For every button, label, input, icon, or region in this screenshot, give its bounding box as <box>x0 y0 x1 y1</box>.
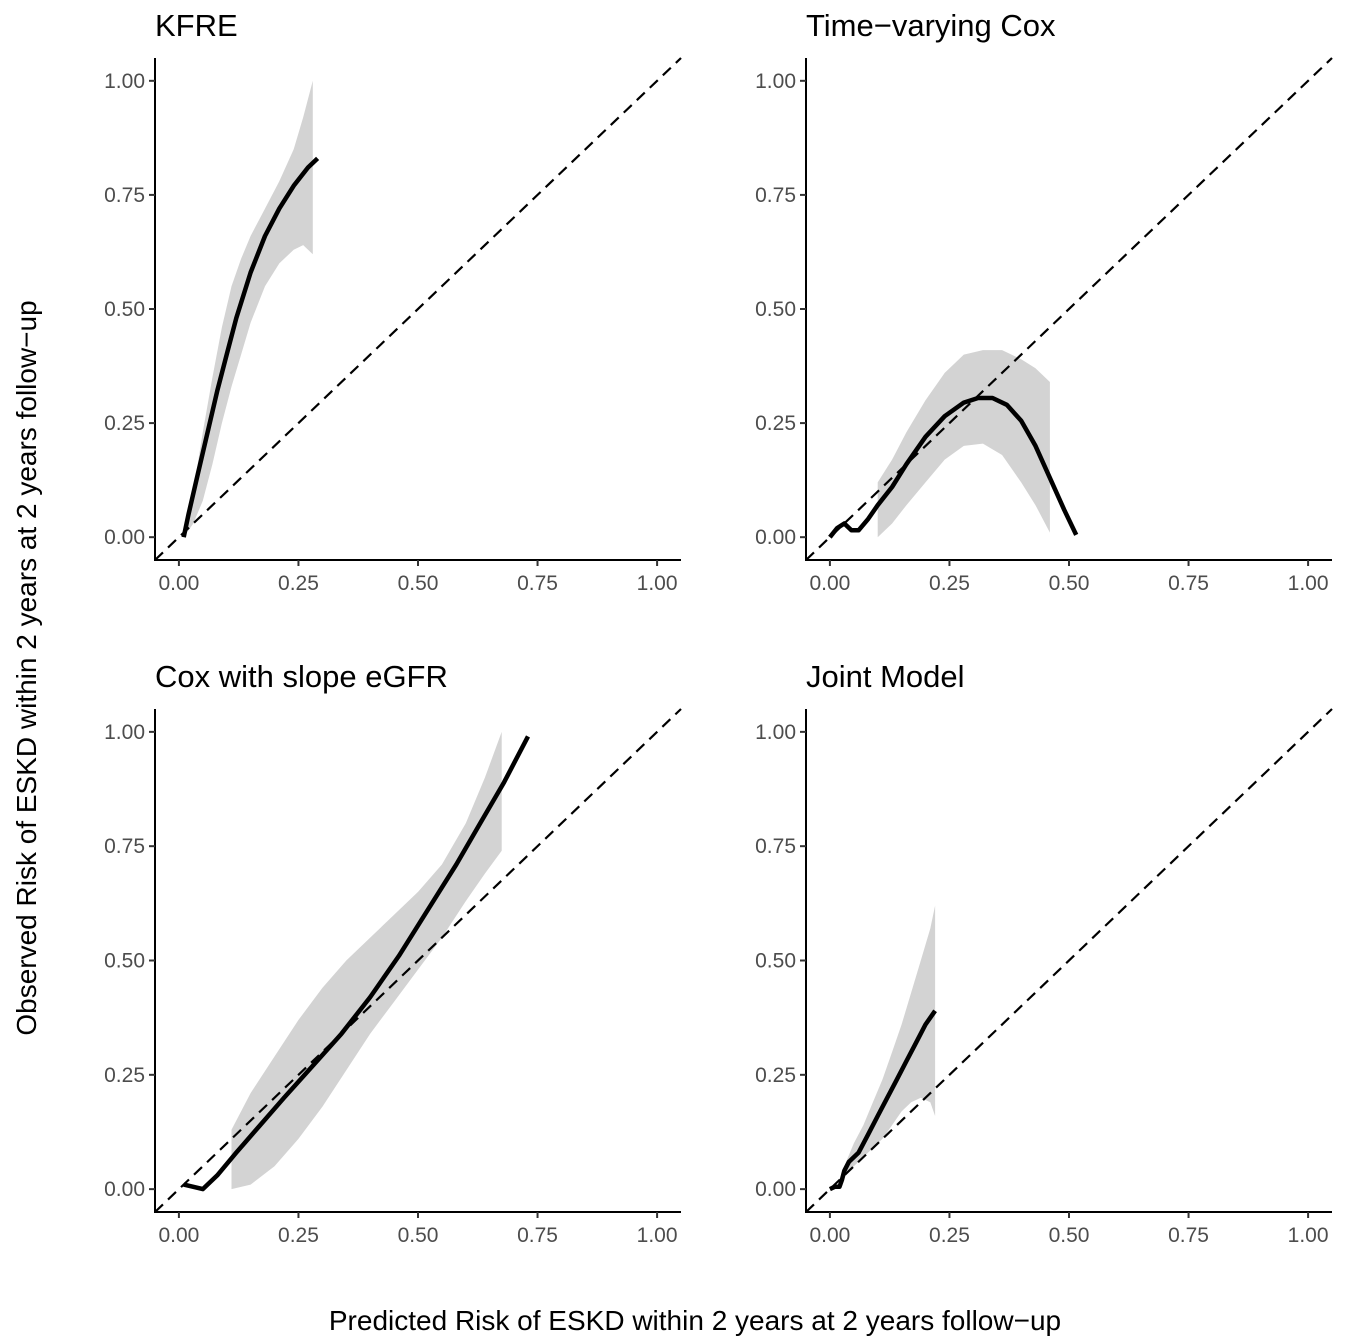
panel-title: Time−varying Cox <box>806 8 1056 43</box>
x-tick-label: 0.75 <box>517 572 558 595</box>
calibration-curve <box>828 395 1079 539</box>
y-tick-label: 0.25 <box>755 412 796 435</box>
x-tick-label: 0.50 <box>398 572 439 595</box>
x-tick-label: 0.75 <box>1168 572 1209 595</box>
y-tick-label: 1.00 <box>755 721 796 744</box>
y-tick-label: 0.50 <box>104 298 145 321</box>
y-axis-label: Observed Risk of ESKD within 2 years at … <box>11 300 42 1035</box>
y-tick-label: 0.00 <box>104 1178 145 1201</box>
x-tick-label: 1.00 <box>637 572 678 595</box>
y-tick-label: 0.50 <box>755 298 796 321</box>
x-tick-label: 0.25 <box>278 1224 319 1247</box>
x-tick-label: 0.25 <box>929 1224 970 1247</box>
y-tick-label: 1.00 <box>755 70 796 93</box>
y-tick-label: 0.75 <box>104 184 145 207</box>
y-tick-label: 0.75 <box>755 184 796 207</box>
panel-title: KFRE <box>155 8 238 43</box>
y-tick-label: 0.00 <box>104 526 145 549</box>
reference-line <box>805 57 1333 561</box>
x-tick-label: 0.25 <box>929 572 970 595</box>
reference-line <box>154 708 682 1213</box>
x-tick-label: 0.00 <box>809 572 850 595</box>
x-tick-label: 0.50 <box>398 1224 439 1247</box>
panel-3: Cox with slope eGFR 0.00 0.25 0.50 0.75 1.00 0… <box>104 659 682 1247</box>
y-tick-label: 0.00 <box>755 526 796 549</box>
y-tick-label: 1.00 <box>104 70 145 93</box>
y-tick-label: 0.50 <box>755 950 796 973</box>
reference-line <box>805 708 1333 1213</box>
y-tick-label: 0.25 <box>104 412 145 435</box>
y-tick-label: 0.75 <box>104 835 145 858</box>
x-tick-label: 1.00 <box>637 1224 678 1247</box>
panel-1: KFRE 0.00 0.25 0.50 0.75 1.00 0.00 0.25 0.50 0.75… <box>104 8 682 595</box>
x-axis-label: Predicted Risk of ESKD within 2 years at… <box>329 1305 1061 1336</box>
y-tick-label: 1.00 <box>104 721 145 744</box>
calibration-curve <box>181 156 320 538</box>
calibration-curve <box>183 735 530 1192</box>
x-tick-label: 0.00 <box>158 1224 199 1247</box>
x-tick-label: 0.50 <box>1049 1224 1090 1247</box>
x-tick-label: 1.00 <box>1288 1224 1329 1247</box>
y-tick-label: 0.25 <box>755 1064 796 1087</box>
y-tick-label: 0.25 <box>104 1064 145 1087</box>
confidence-band <box>183 80 313 538</box>
panel-4: Joint Model 0.00 0.25 0.50 0.75 1.00 0.00 0.25 0… <box>755 659 1333 1247</box>
panel-title: Cox with slope eGFR <box>155 659 448 694</box>
confidence-band <box>844 905 936 1176</box>
x-tick-label: 0.75 <box>517 1224 558 1247</box>
x-tick-label: 1.00 <box>1288 572 1329 595</box>
x-tick-label: 0.00 <box>809 1224 850 1247</box>
reference-line <box>154 57 682 561</box>
panel-2: Time−varying Cox 0.00 0.25 0.50 0.75 1.00 0.00… <box>755 8 1333 595</box>
x-tick-label: 0.25 <box>278 572 319 595</box>
x-tick-label: 0.50 <box>1049 572 1090 595</box>
x-tick-label: 0.00 <box>158 572 199 595</box>
y-tick-label: 0.75 <box>755 835 796 858</box>
y-tick-label: 0.00 <box>755 1178 796 1201</box>
y-tick-label: 0.50 <box>104 950 145 973</box>
calibration-curve <box>828 1009 937 1192</box>
x-tick-label: 0.75 <box>1168 1224 1209 1247</box>
confidence-band <box>231 731 502 1190</box>
confidence-band <box>877 350 1050 538</box>
panel-title: Joint Model <box>806 659 965 694</box>
